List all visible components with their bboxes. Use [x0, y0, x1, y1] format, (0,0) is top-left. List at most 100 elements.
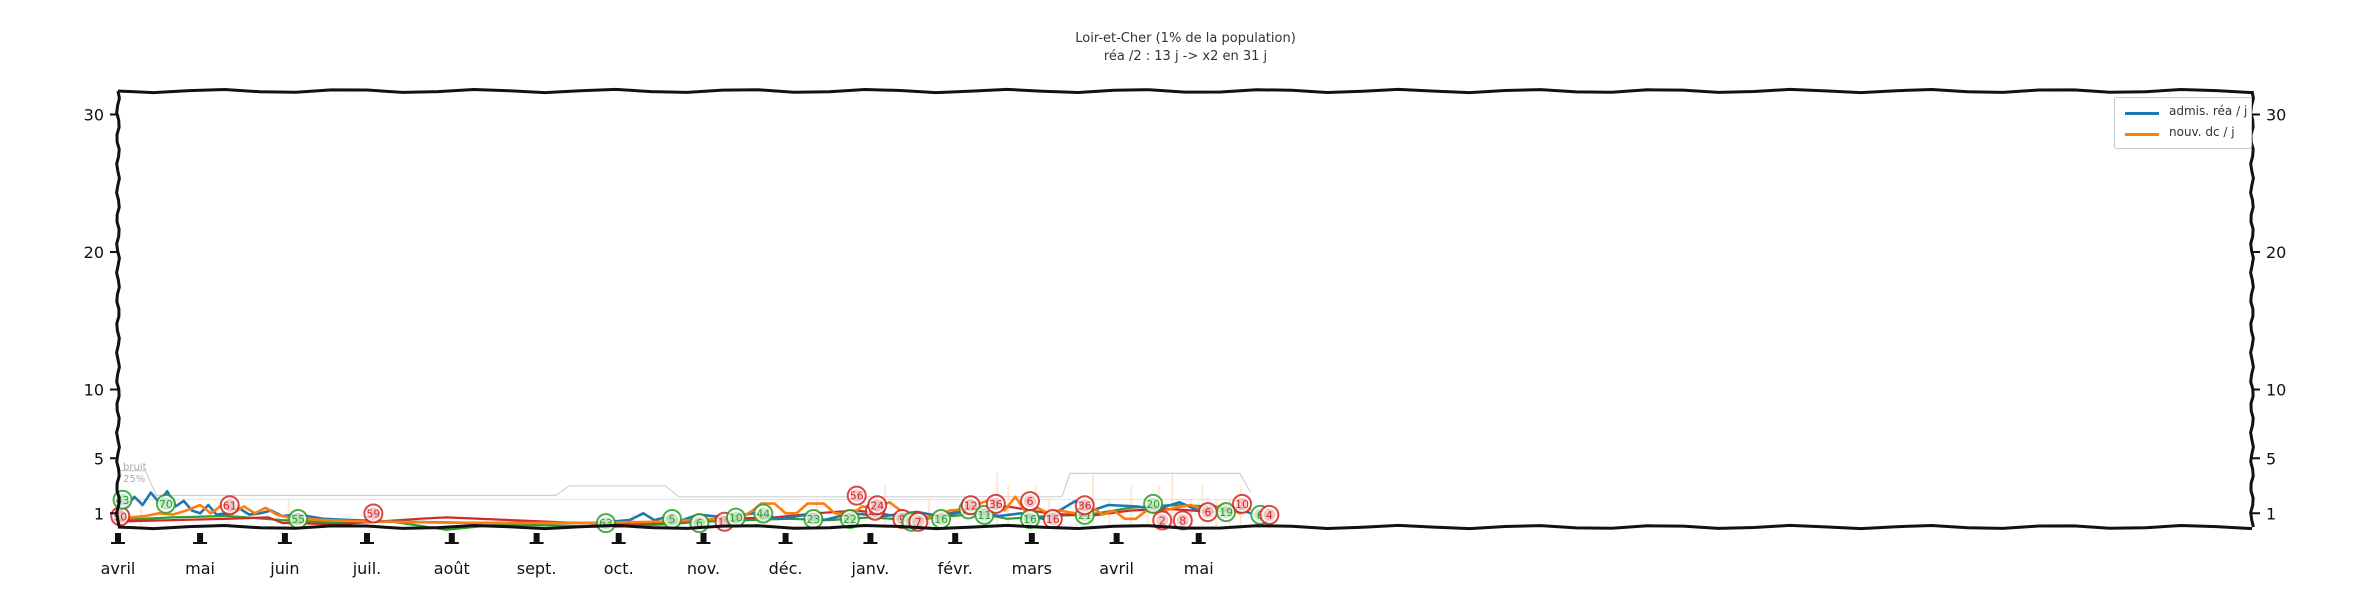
legend-swatch — [2125, 133, 2159, 136]
data-marker-ring — [867, 495, 888, 516]
data-marker-label: 36 — [1078, 499, 1092, 512]
x-tick-label: janv. — [851, 559, 890, 578]
data-marker-ring — [219, 495, 240, 516]
x-tick-label: sept. — [517, 559, 557, 578]
data-marker-label: 4 — [1266, 509, 1273, 522]
y-tick-label-left: 30 — [84, 106, 104, 125]
data-marker: 10 — [725, 507, 746, 528]
data-marker-label: 6 — [1204, 506, 1211, 519]
x-tick — [281, 533, 288, 543]
data-marker-ring — [155, 493, 176, 514]
data-marker-ring — [1259, 504, 1280, 525]
data-marker: 36 — [1074, 495, 1095, 516]
data-marker-ring — [1232, 493, 1253, 514]
data-marker-label: 16 — [1023, 513, 1037, 526]
data-marker: 12 — [960, 495, 981, 516]
data-marker-label: 5 — [669, 513, 676, 526]
data-marker-label: 12 — [964, 499, 978, 512]
x-tick-label: déc. — [769, 559, 803, 578]
x-tick — [615, 533, 622, 543]
data-marker-fill — [367, 507, 380, 520]
data-marker-ring — [753, 503, 774, 524]
data-marker: 56 — [846, 485, 867, 506]
y-tick-label-right: 10 — [2266, 381, 2286, 400]
x-tick-label: juin — [269, 559, 299, 578]
data-marker: 5 — [662, 509, 683, 529]
noise-band — [117, 470, 1252, 500]
data-marker: 59 — [363, 503, 384, 524]
x-tick — [1028, 533, 1035, 543]
data-marker: 70 — [155, 493, 176, 514]
data-marker-label: 70 — [159, 498, 173, 511]
data-marker-fill — [989, 497, 1002, 510]
daily-bar — [139, 499, 142, 527]
data-marker-fill — [292, 513, 305, 525]
data-marker-fill — [871, 499, 884, 512]
y-tick-label-left: 10 — [84, 381, 104, 400]
data-marker: 10 — [1232, 493, 1253, 514]
daily-bar — [1092, 472, 1095, 527]
data-marker-label: 7 — [915, 516, 922, 529]
data-marker-fill — [1147, 497, 1160, 510]
daily-bar — [632, 513, 635, 527]
data-marker-fill — [159, 497, 172, 510]
data-marker: 22 — [839, 509, 860, 529]
daily-bar — [1190, 499, 1193, 527]
data-marker-label: 19 — [1219, 506, 1233, 519]
daily-bar — [1146, 499, 1149, 527]
x-tick — [363, 533, 370, 543]
data-marker-ring — [846, 485, 867, 506]
data-marker-fill — [666, 513, 679, 525]
data-marker-label: 59 — [366, 508, 380, 521]
data-marker: 20 — [1143, 493, 1164, 514]
data-marker-fill — [850, 489, 863, 502]
data-marker: 4 — [1259, 504, 1280, 525]
frame-right — [2249, 90, 2255, 528]
data-marker: 24 — [867, 495, 888, 516]
data-marker-fill — [843, 513, 856, 525]
data-marker-label: 8 — [1179, 514, 1186, 527]
data-marker-fill — [1024, 495, 1036, 508]
data-marker-fill — [1201, 506, 1214, 519]
noise-band-upper — [117, 470, 1252, 498]
daily-bar — [287, 499, 290, 527]
legend-swatch — [2125, 112, 2159, 115]
legend-label: nouv. dc / j — [2169, 125, 2235, 139]
data-marker-fill — [1263, 508, 1276, 521]
x-tick-label: avril — [1099, 559, 1134, 578]
data-marker: 63 — [595, 513, 616, 534]
data-marker-fill — [729, 511, 742, 524]
data-marker: 61 — [219, 495, 240, 516]
frame-bottom — [117, 523, 2253, 531]
series-line — [117, 495, 1252, 525]
x-tick-label: févr. — [938, 559, 973, 578]
data-marker-label: 63 — [599, 517, 613, 530]
x-tick — [448, 533, 455, 543]
data-marker-fill — [1078, 499, 1091, 512]
data-marker-fill — [1156, 514, 1169, 527]
x-tick — [115, 533, 121, 543]
data-marker-fill — [1024, 513, 1036, 525]
data-marker-fill — [1046, 513, 1059, 525]
data-marker-fill — [223, 499, 236, 512]
x-tick-label: mars — [1012, 559, 1052, 578]
data-marker: 50 — [110, 506, 131, 527]
data-marker-ring — [1143, 493, 1164, 514]
x-tick — [1195, 533, 1202, 543]
x-tick — [952, 533, 959, 543]
data-marker-label: 16 — [934, 513, 948, 526]
x-tick — [867, 533, 874, 543]
series-line — [117, 490, 1252, 525]
x-tick-label: avril — [101, 559, 136, 578]
y-tick-label-left: 20 — [84, 243, 104, 262]
data-marker-label: 44 — [756, 508, 770, 521]
data-marker-fill — [964, 499, 977, 512]
x-tick — [533, 533, 540, 543]
data-marker: 23 — [803, 509, 824, 529]
data-marker-label: 56 — [850, 490, 864, 503]
data-marker-ring — [363, 503, 384, 524]
data-marker-ring — [595, 513, 616, 534]
frame-top — [117, 87, 2253, 95]
data-marker: 44 — [753, 503, 774, 524]
